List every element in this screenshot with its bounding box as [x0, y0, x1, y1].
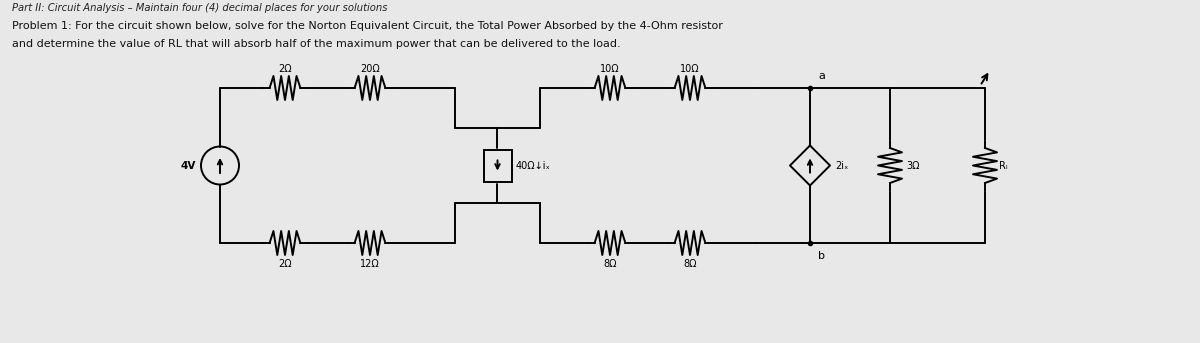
- Text: 2Ω: 2Ω: [278, 259, 292, 269]
- Text: 10Ω: 10Ω: [600, 64, 620, 74]
- Text: 40Ω↓iₓ: 40Ω↓iₓ: [516, 161, 551, 170]
- Text: 2iₓ: 2iₓ: [835, 161, 848, 170]
- Text: 10Ω: 10Ω: [680, 64, 700, 74]
- Text: 8Ω: 8Ω: [604, 259, 617, 269]
- Text: b: b: [818, 251, 826, 261]
- Text: 12Ω: 12Ω: [360, 259, 380, 269]
- Text: 20Ω: 20Ω: [360, 64, 380, 74]
- Text: 4V: 4V: [181, 161, 196, 170]
- Text: a: a: [818, 71, 824, 81]
- Bar: [484, 150, 511, 181]
- Text: 8Ω: 8Ω: [683, 259, 697, 269]
- Text: Problem 1: For the circuit shown below, solve for the Norton Equivalent Circuit,: Problem 1: For the circuit shown below, …: [12, 21, 722, 31]
- Text: 3Ω: 3Ω: [906, 161, 919, 170]
- Text: Part II: Circuit Analysis – Maintain four (4) decimal places for your solutions: Part II: Circuit Analysis – Maintain fou…: [12, 3, 388, 13]
- Text: and determine the value of RL that will absorb half of the maximum power that ca: and determine the value of RL that will …: [12, 39, 620, 49]
- Text: Rₗ: Rₗ: [998, 161, 1008, 170]
- Text: 2Ω: 2Ω: [278, 64, 292, 74]
